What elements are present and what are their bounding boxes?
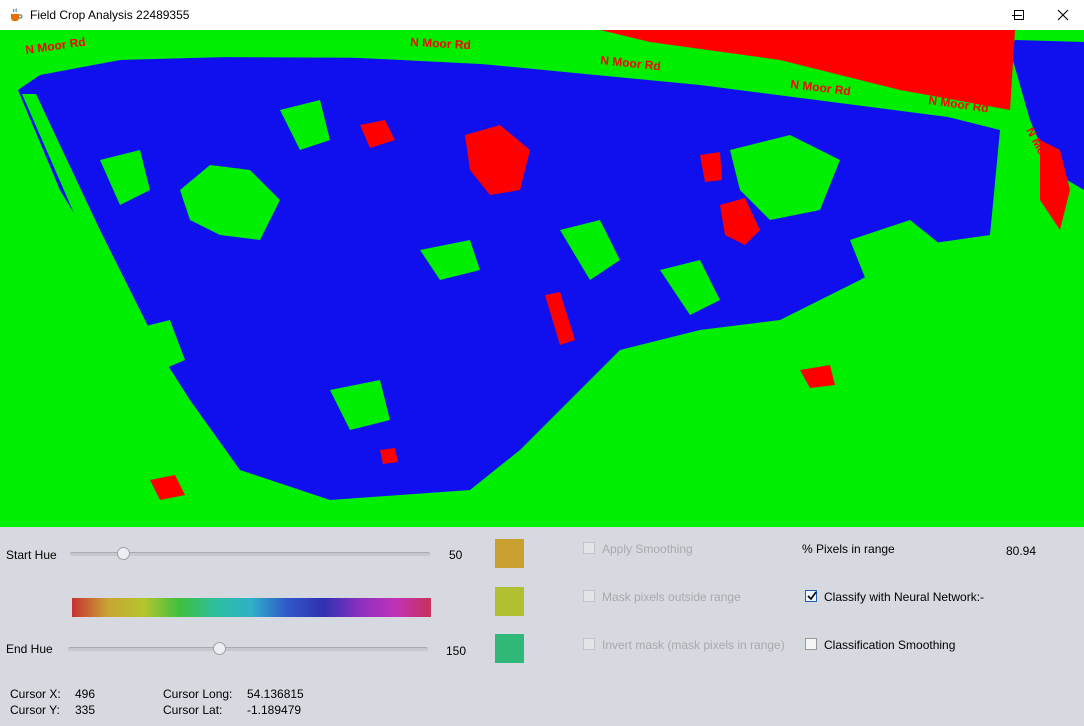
cursor-y-value: 335 bbox=[75, 703, 96, 717]
cursor-long-label: Cursor Long: bbox=[163, 687, 233, 701]
end-hue-label: End Hue bbox=[6, 642, 53, 656]
cursor-x-value: 496 bbox=[75, 687, 96, 701]
mid-color-swatch bbox=[495, 587, 524, 616]
road-label: N Moor Rd bbox=[410, 35, 471, 52]
road-label: N Moor Rd bbox=[600, 53, 662, 73]
checkmark-icon bbox=[807, 591, 817, 601]
classification-smoothing-label: Classification Smoothing bbox=[824, 638, 956, 652]
end-color-swatch bbox=[495, 634, 524, 663]
cursor-long-value: 54.136815 bbox=[247, 687, 304, 701]
end-hue-value: 150 bbox=[446, 644, 467, 658]
cursor-x-label: Cursor X: bbox=[10, 687, 61, 701]
slider-track bbox=[68, 647, 428, 651]
apply-smoothing-checkbox[interactable] bbox=[583, 542, 595, 554]
pixels-in-range-label: % Pixels in range bbox=[802, 542, 895, 556]
hue-spectrum-bar bbox=[72, 598, 431, 617]
invert-mask-label: Invert mask (mask pixels in range) bbox=[602, 638, 785, 652]
maximize-button[interactable] bbox=[996, 0, 1042, 30]
slider-thumb[interactable] bbox=[213, 642, 226, 655]
cursor-y-label: Cursor Y: bbox=[10, 703, 60, 717]
start-hue-slider[interactable] bbox=[70, 546, 430, 562]
feature-layer bbox=[150, 30, 1070, 500]
mask-outside-label: Mask pixels outside range bbox=[602, 590, 741, 604]
end-hue-slider[interactable] bbox=[68, 641, 428, 657]
minimize-button[interactable] bbox=[994, 0, 1040, 30]
apply-smoothing-label: Apply Smoothing bbox=[602, 542, 693, 556]
mask-outside-checkbox[interactable] bbox=[583, 590, 595, 602]
close-icon bbox=[1057, 9, 1069, 21]
maximize-icon bbox=[1014, 10, 1024, 20]
invert-mask-checkbox[interactable] bbox=[583, 638, 595, 650]
road-layer bbox=[0, 35, 1084, 485]
pixels-in-range-value: 80.94 bbox=[1006, 544, 1037, 558]
slider-thumb[interactable] bbox=[117, 547, 130, 560]
window-title: Field Crop Analysis 22489355 bbox=[30, 8, 190, 22]
minimize-icon bbox=[1012, 15, 1022, 16]
close-button[interactable] bbox=[1040, 0, 1084, 30]
map-canvas[interactable]: N Moor Rd N Moor Rd N Moor Rd N Moor Rd … bbox=[0, 30, 1084, 527]
java-coffee-icon bbox=[8, 7, 24, 23]
cursor-lat-label: Cursor Lat: bbox=[163, 703, 223, 717]
start-color-swatch bbox=[495, 539, 524, 568]
title-bar: Field Crop Analysis 22489355 bbox=[0, 0, 1084, 31]
classification-map[interactable]: N Moor Rd N Moor Rd N Moor Rd N Moor Rd … bbox=[0, 30, 1084, 527]
vegetation-layer bbox=[0, 30, 1084, 527]
cursor-lat-value: -1.189479 bbox=[247, 703, 302, 717]
classification-smoothing-checkbox[interactable] bbox=[805, 638, 817, 650]
classify-nn-checkbox[interactable] bbox=[805, 590, 817, 602]
slider-track bbox=[70, 552, 430, 556]
start-hue-value: 50 bbox=[449, 548, 463, 562]
classify-nn-label: Classify with Neural Network:- bbox=[824, 590, 985, 604]
control-panel: Start Hue 50 End Hue 150 Apply Smoothing… bbox=[0, 527, 1084, 726]
start-hue-label: Start Hue bbox=[6, 548, 57, 562]
